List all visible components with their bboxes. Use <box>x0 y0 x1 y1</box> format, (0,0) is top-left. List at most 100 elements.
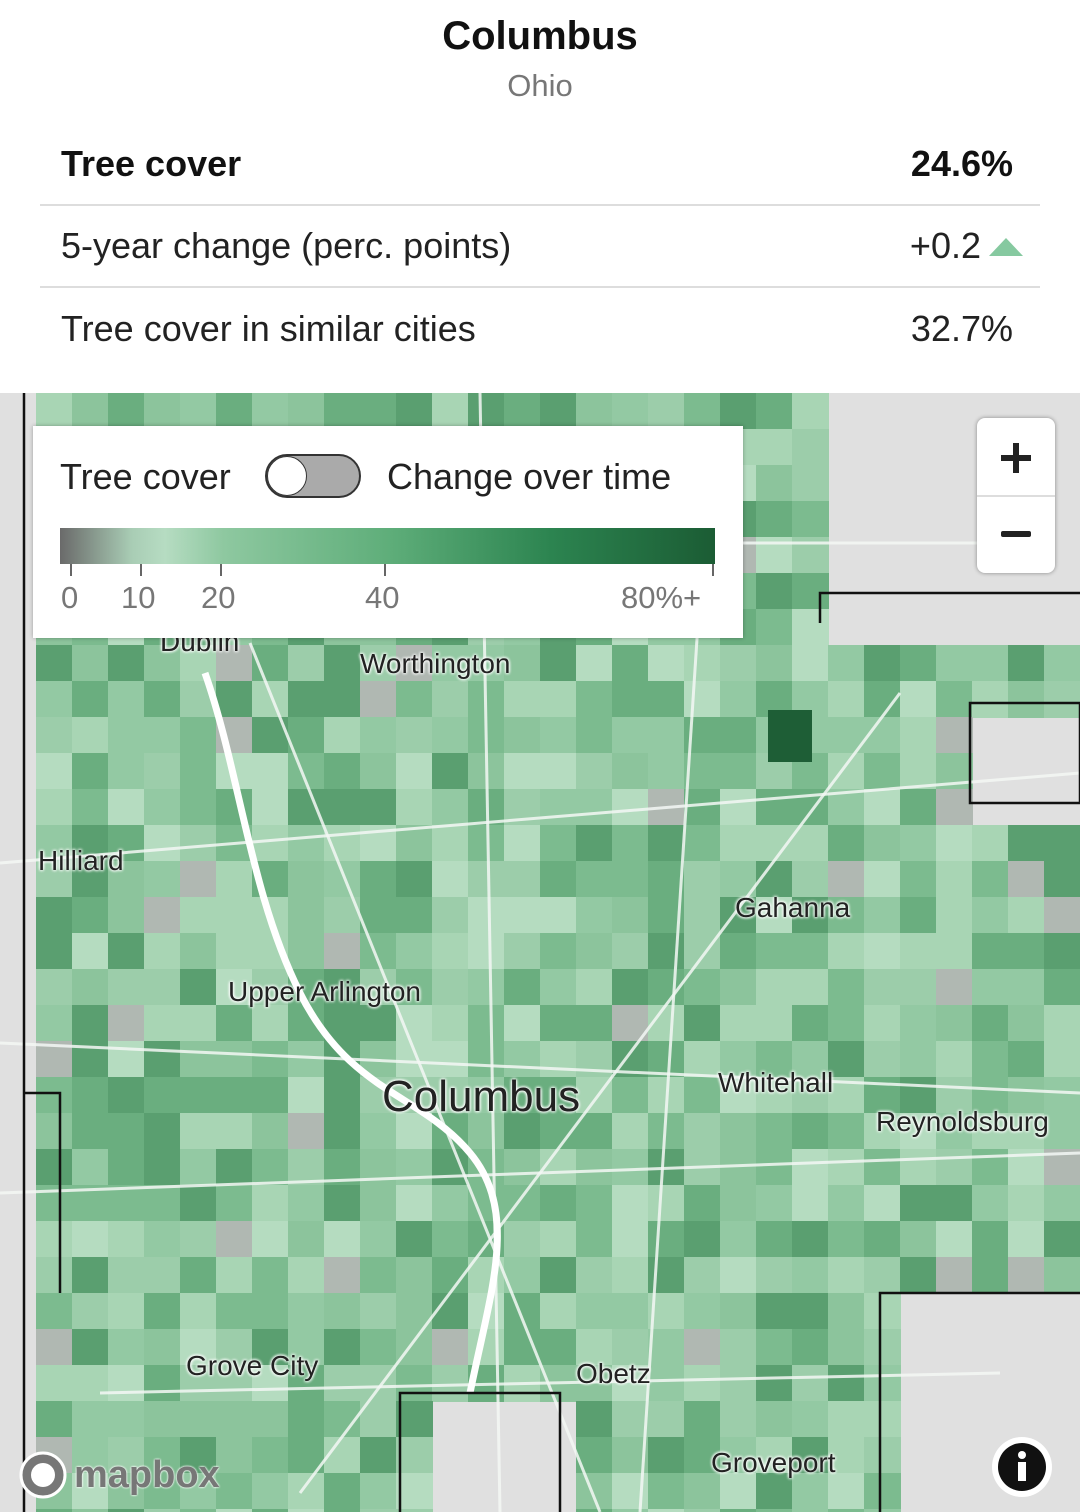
tract <box>684 861 721 898</box>
tract <box>828 1437 865 1474</box>
tract <box>432 645 469 682</box>
tract <box>288 1365 325 1402</box>
tract <box>216 969 253 1006</box>
tract <box>360 1329 397 1366</box>
tract <box>648 1473 685 1510</box>
tract <box>108 1257 145 1294</box>
tract <box>864 1149 901 1186</box>
mapbox-icon <box>19 1451 67 1499</box>
tract <box>360 1113 397 1150</box>
stat-row: Tree cover in similar cities 32.7% <box>40 288 1040 370</box>
tick-label: 80%+ <box>621 580 702 615</box>
tract <box>252 1329 289 1366</box>
tract <box>180 1509 217 1512</box>
toggle-switch[interactable] <box>265 454 361 498</box>
tract <box>216 933 253 970</box>
attribution: mapbox <box>74 1453 220 1496</box>
tract <box>324 933 361 970</box>
tract <box>720 681 757 718</box>
tract <box>756 1221 793 1258</box>
tract <box>648 861 685 898</box>
tract <box>972 681 1009 718</box>
tract <box>648 1437 685 1474</box>
tract <box>504 861 541 898</box>
tract <box>900 753 937 790</box>
tract <box>720 933 757 970</box>
tract <box>252 1149 289 1186</box>
tract <box>324 717 361 754</box>
mapbox-logo[interactable]: mapbox <box>18 1450 220 1500</box>
tract <box>936 969 973 1006</box>
tract <box>864 1473 901 1510</box>
tract <box>900 1257 937 1294</box>
info-button[interactable] <box>990 1435 1054 1499</box>
tract <box>360 393 397 430</box>
tract <box>144 1077 181 1114</box>
tract <box>36 1293 73 1330</box>
tract <box>396 825 433 862</box>
tract <box>792 1257 829 1294</box>
tract <box>360 861 397 898</box>
tract <box>684 1365 721 1402</box>
place-label: Upper Arlington <box>228 976 422 1007</box>
tract <box>792 1005 829 1042</box>
tract <box>792 429 829 466</box>
tract <box>36 1005 73 1042</box>
river <box>201 671 501 1394</box>
tract <box>576 1473 613 1510</box>
tract <box>684 1041 721 1078</box>
tract <box>792 1509 829 1512</box>
tract <box>324 1113 361 1150</box>
tract <box>792 645 829 682</box>
tract <box>900 645 937 682</box>
tract <box>72 1473 109 1510</box>
tract <box>648 933 685 970</box>
tract <box>1044 1221 1080 1258</box>
tract <box>576 1509 613 1512</box>
tract <box>576 825 613 862</box>
tract <box>180 1329 217 1366</box>
tract <box>288 645 325 682</box>
tract <box>396 1149 433 1186</box>
tract <box>180 1185 217 1222</box>
tract <box>828 1509 865 1512</box>
tract <box>72 1221 109 1258</box>
tract <box>972 1185 1009 1222</box>
tract <box>756 1185 793 1222</box>
tract <box>180 1257 217 1294</box>
place-label: Groveport <box>711 1447 836 1478</box>
tract <box>540 681 577 718</box>
tract <box>288 1401 325 1438</box>
tract <box>540 1221 577 1258</box>
tract <box>756 933 793 970</box>
tract <box>756 393 793 430</box>
tract <box>792 861 829 898</box>
tract <box>288 1041 325 1078</box>
tract <box>72 1329 109 1366</box>
zoom-in[interactable] <box>1013 443 1019 473</box>
tract <box>1044 933 1080 970</box>
tract <box>180 1077 217 1114</box>
tract <box>756 897 793 934</box>
tract <box>1008 1185 1045 1222</box>
tract <box>144 1041 181 1078</box>
tick-mark <box>70 564 72 576</box>
tract <box>648 1221 685 1258</box>
tract <box>828 1149 865 1186</box>
tract <box>576 1257 613 1294</box>
tract <box>756 1005 793 1042</box>
tract <box>468 1041 505 1078</box>
tract <box>108 753 145 790</box>
tract <box>144 1329 181 1366</box>
tract <box>936 789 973 826</box>
tract <box>828 1041 865 1078</box>
place-label: Worthington <box>360 648 511 679</box>
tract <box>396 645 433 682</box>
zoom-out[interactable] <box>1001 531 1031 537</box>
tract <box>972 897 1009 934</box>
place-label: Hilliard <box>38 845 124 876</box>
stat-label: 5-year change (perc. points) <box>61 225 512 266</box>
tract <box>180 861 217 898</box>
tract <box>108 1509 145 1512</box>
tract <box>180 1221 217 1258</box>
